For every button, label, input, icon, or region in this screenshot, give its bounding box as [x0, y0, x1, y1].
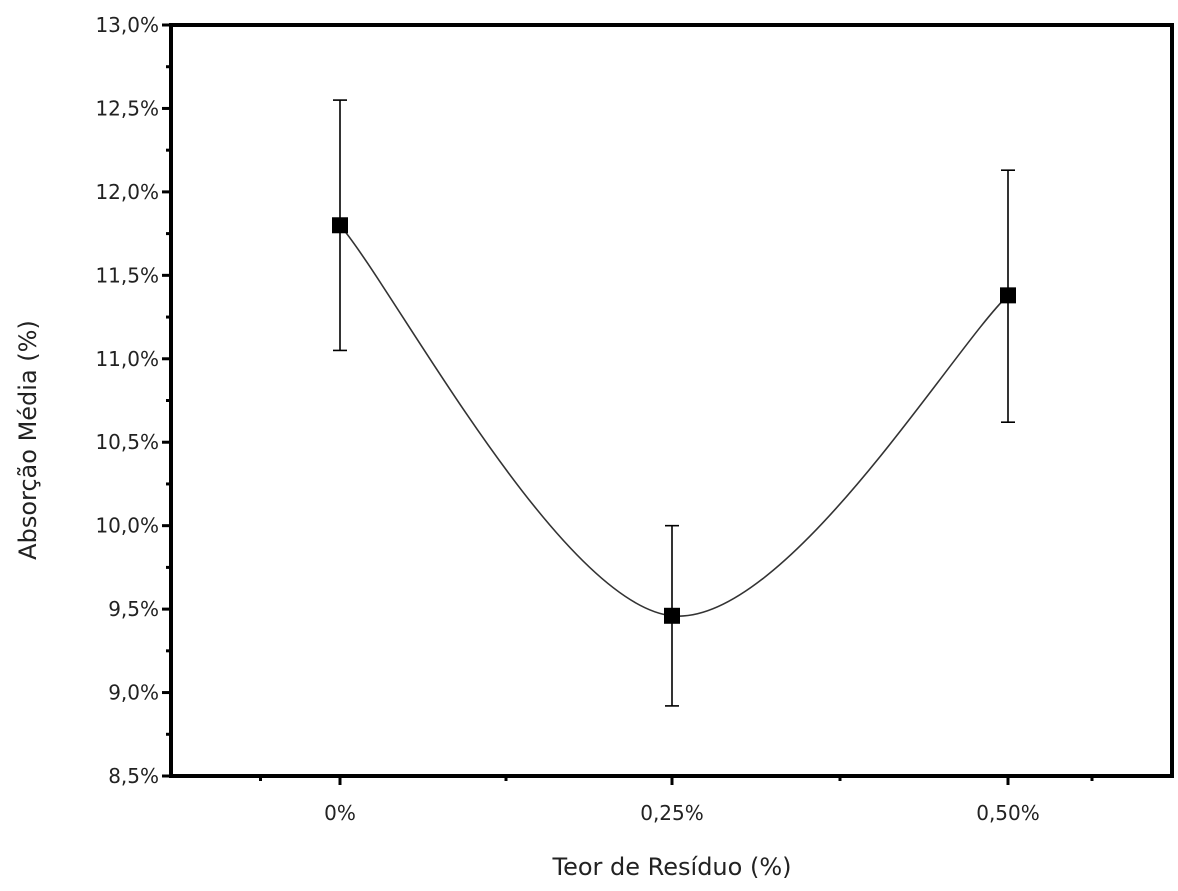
y-tick-label: 13,0%	[95, 13, 159, 37]
data-point	[664, 607, 680, 624]
y-tick-label: 9,0%	[108, 681, 159, 705]
y-tick-label: 10,5%	[95, 430, 159, 454]
y-tick-label: 11,0%	[95, 347, 159, 371]
x-axis-title: Teor de Resíduo (%)	[552, 853, 792, 881]
data-point	[332, 217, 348, 234]
data-point	[1000, 287, 1016, 304]
series-line	[339, 224, 1009, 617]
y-tick-label: 10,0%	[95, 514, 159, 538]
y-tick-label: 12,5%	[95, 96, 159, 120]
x-tick-label: 0%	[324, 801, 356, 825]
y-tick-label: 8,5%	[108, 764, 159, 788]
x-tick-label: 0,25%	[640, 801, 704, 825]
x-tick-label: 0,50%	[976, 801, 1040, 825]
y-tick-label: 9,5%	[108, 597, 159, 621]
y-axis-title: Absorção Média (%)	[14, 320, 42, 560]
y-tick-label: 12,0%	[95, 180, 159, 204]
y-tick-label: 11,5%	[95, 263, 159, 287]
